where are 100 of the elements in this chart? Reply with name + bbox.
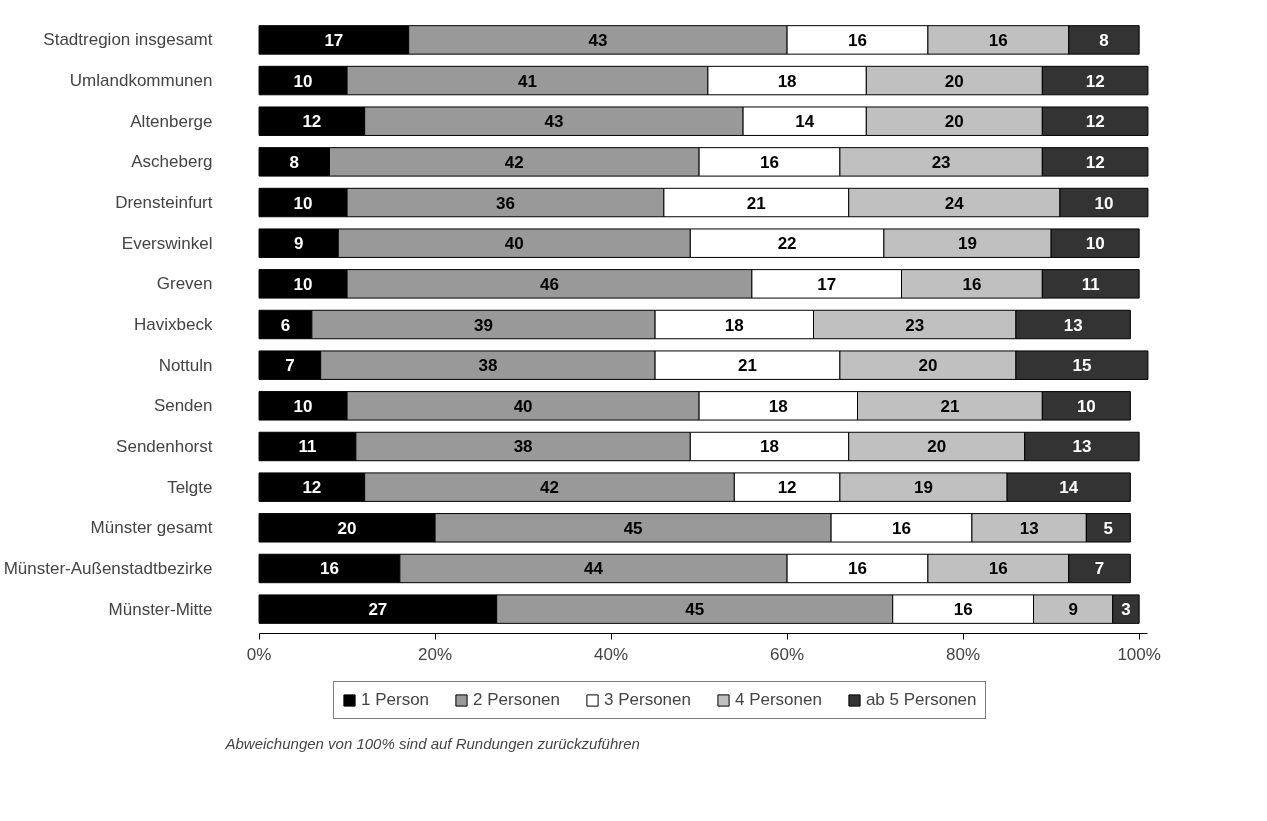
y-tick-label: Telgte [167,477,213,497]
data-label: 24 [944,193,965,213]
data-label: 16 [962,274,982,294]
data-label: 5 [1103,518,1114,538]
data-label: 11 [1081,274,1100,294]
x-tick-label: 20% [418,644,453,664]
y-tick-label: Greven [156,274,213,294]
data-label: 20 [927,437,947,457]
data-label: 10 [293,396,313,416]
data-label: 7 [1094,559,1105,579]
y-tick-label: Münster-Mitte [108,599,213,619]
data-label: 10 [1085,234,1105,254]
data-label: 10 [293,274,313,294]
data-label: 18 [760,437,779,457]
data-label: 16 [848,30,867,50]
data-label: 3 [1121,600,1131,620]
data-label: 12 [1085,71,1105,91]
legend-label: ab 5 Personen [865,690,977,710]
y-tick-label: Altenberge [130,111,213,131]
data-label: 40 [504,234,524,254]
x-tick-label: 100% [1117,644,1161,664]
data-label: 21 [746,193,766,213]
data-label: 18 [724,315,744,335]
data-label: 43 [544,112,564,132]
y-tick-label: Umlandkommunen [69,71,213,91]
legend-label: 3 Personen [604,690,691,710]
y-tick-label: Drensteinfurt [115,193,213,213]
data-label: 45 [685,600,705,620]
y-tick-label: Nottuln [158,355,213,375]
y-tick-label: Everswinkel [121,233,213,253]
data-label: 7 [285,356,295,376]
data-label: 16 [320,559,339,579]
data-label: 45 [623,518,643,538]
data-label: 9 [293,234,304,254]
data-label: 16 [988,559,1008,579]
y-tick-label: Ascheberg [131,152,213,172]
data-label: 12 [1085,112,1105,132]
data-label: 43 [588,30,608,50]
legend-label: 4 Personen [734,690,822,710]
data-label: 19 [958,234,977,254]
data-label: 42 [540,478,559,498]
data-label: 10 [293,71,313,91]
y-tick-label: Stadtregion insgesamt [43,30,213,50]
data-label: 12 [1085,152,1105,172]
data-label: 17 [324,30,344,50]
data-label: 38 [513,437,533,457]
y-tick-label: Senden [153,396,213,416]
y-tick-label: Sendenhorst [116,436,213,456]
legend-label: 2 Personen [473,690,560,710]
data-label: 20 [944,112,964,132]
data-label: 21 [738,356,757,376]
data-label: 23 [931,152,951,172]
data-label: 22 [777,234,797,254]
data-label: 16 [760,152,779,172]
data-label: 20 [918,356,938,376]
data-label: 20 [337,518,357,538]
data-label: 27 [368,600,388,620]
data-label: 41 [518,71,537,91]
x-tick-label: 60% [770,644,805,664]
y-tick-label: Havixbeck [134,315,213,335]
data-label: 12 [302,112,322,132]
data-label: 9 [1068,600,1078,620]
data-label: 39 [474,315,493,335]
data-label: 10 [1094,193,1114,213]
x-tick-label: 80% [946,644,981,664]
data-label: 44 [584,559,604,579]
data-label: 14 [1059,478,1079,498]
data-label: 19 [914,478,933,498]
data-label: 15 [1072,356,1092,376]
data-label: 46 [540,274,559,294]
data-label: 16 [988,30,1008,50]
y-tick-label: Münster-Außenstadtbezirke [3,558,213,578]
data-label: 12 [302,478,322,498]
data-label: 18 [768,396,788,416]
data-label: 20 [944,71,964,91]
data-label: 6 [280,315,291,335]
data-label: 8 [289,152,299,172]
data-label: 13 [1072,437,1092,457]
data-label: 16 [953,600,973,620]
data-label: 13 [1019,518,1039,538]
data-label: 38 [478,356,498,376]
data-label: 12 [777,478,797,498]
data-label: 23 [905,315,925,335]
y-tick-label: Münster gesamt [90,518,213,538]
data-label: 18 [777,71,797,91]
legend-label: 1 Person [361,690,430,710]
data-label: 42 [504,152,524,172]
data-label: 16 [848,559,867,579]
data-label: 21 [940,396,960,416]
text: Abweichungen von 100% sind auf Rundungen zurückzuführen [224,734,640,752]
data-label: 40 [513,396,533,416]
data-label: 13 [1063,315,1083,335]
data-label: 8 [1099,30,1109,50]
data-label: 10 [293,193,313,213]
data-label: 11 [298,437,317,457]
data-label: 36 [496,193,515,213]
data-label: 10 [1076,396,1096,416]
x-tick-label: 40% [594,644,629,664]
data-label: 17 [817,274,837,294]
data-label: 14 [795,112,815,132]
